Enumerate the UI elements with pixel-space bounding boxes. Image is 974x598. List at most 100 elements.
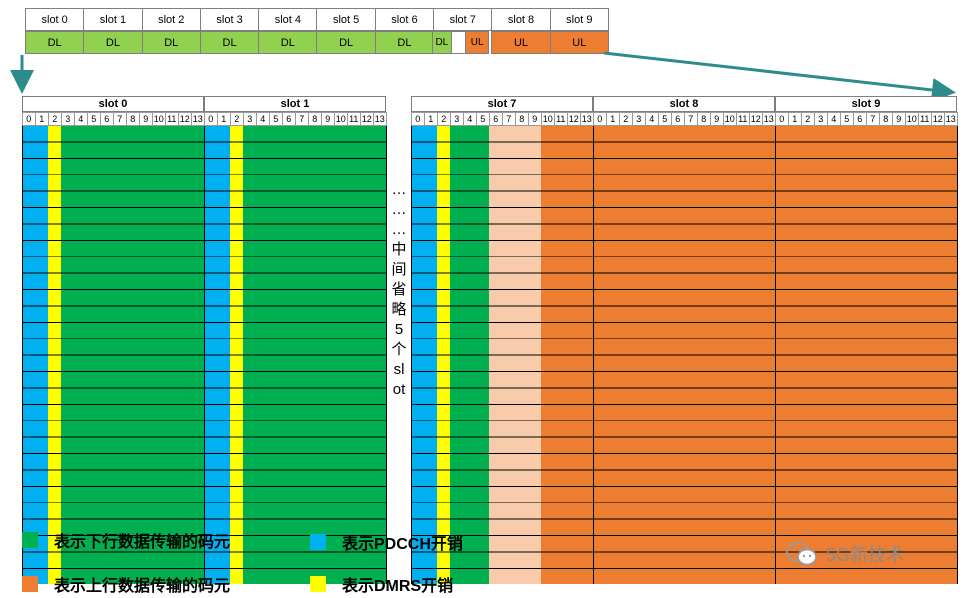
symbol-index: 9 <box>139 112 153 126</box>
symbol-index: 6 <box>282 112 296 126</box>
wechat-icon <box>786 542 817 566</box>
omitted-note-char: … <box>391 201 407 218</box>
symbol-column-dl <box>295 126 309 584</box>
symbol-column-gp <box>528 126 542 584</box>
slot-label-cell: slot 1 <box>83 8 143 31</box>
symbol-index: 5 <box>658 112 672 126</box>
slot-label-cell: slot 4 <box>258 8 318 31</box>
symbol-column-dl <box>476 126 490 584</box>
symbol-column-ul <box>918 126 932 584</box>
legend-dmrs: 表示DMRS开销 <box>310 572 453 596</box>
symbol-index: 8 <box>879 112 893 126</box>
symbol-index: 2 <box>437 112 451 126</box>
symbol-index: 7 <box>684 112 698 126</box>
symbol-column-ul <box>684 126 698 584</box>
symbol-column-pdcch <box>424 126 438 584</box>
symbol-column-ul <box>853 126 867 584</box>
symbol-index: 0 <box>775 112 789 126</box>
symbol-index: 10 <box>905 112 919 126</box>
symbol-column-dl <box>256 126 270 584</box>
slot-type-cell: DL <box>25 31 85 54</box>
symbol-column-dmrs <box>230 126 244 584</box>
slot-label-cell: slot 5 <box>316 8 376 31</box>
symbol-column-dl <box>463 126 477 584</box>
symbol-column-dl <box>61 126 75 584</box>
symbol-column-ul <box>762 126 776 584</box>
symbol-column-ul <box>788 126 802 584</box>
symbol-index: 8 <box>308 112 322 126</box>
symbol-column-pdcch <box>217 126 231 584</box>
omitted-note-char: 5 <box>394 321 404 338</box>
symbol-index: 1 <box>35 112 49 126</box>
symbol-column-dl <box>152 126 166 584</box>
grid-slot-header: slot 7 <box>411 96 593 112</box>
symbol-index: 13 <box>762 112 776 126</box>
grid-slot: slot 9 0 1 2 3 4 5 6 7 8 9 10 11 12 13 <box>775 96 958 584</box>
symbol-column-dmrs <box>437 126 451 584</box>
slot-label-cell: slot 9 <box>549 8 609 31</box>
symbol-column-dl <box>100 126 114 584</box>
symbol-column-ul <box>840 126 854 584</box>
grid-slot: slot 1 0 1 2 3 4 5 6 7 8 9 10 11 12 13 <box>204 96 387 584</box>
symbol-index: 9 <box>321 112 335 126</box>
symbol-index: 3 <box>632 112 646 126</box>
grid-slot: slot 0 0 1 2 3 4 5 6 7 8 9 10 11 12 13 <box>22 96 205 584</box>
symbol-index: 8 <box>126 112 140 126</box>
slot-label-cell: slot 2 <box>141 8 201 31</box>
symbol-index: 8 <box>515 112 529 126</box>
symbol-column-ul <box>827 126 841 584</box>
arrow-right <box>603 51 956 102</box>
symbol-column-dmrs_pdcch <box>22 126 36 584</box>
symbol-column-ul <box>775 126 789 584</box>
symbol-column-dl <box>360 126 374 584</box>
legend-dl: 表示下行数据传输的码元 <box>22 528 230 552</box>
slot-part-cell: UL <box>465 31 490 54</box>
symbol-column-ul <box>619 126 633 584</box>
symbol-index: 7 <box>295 112 309 126</box>
symbol-column-dl <box>347 126 361 584</box>
symbol-column-dl <box>308 126 322 584</box>
symbol-index: 7 <box>113 112 127 126</box>
symbol-index: 4 <box>74 112 88 126</box>
omitted-note-char: ot <box>392 381 406 398</box>
symbol-column-ul <box>567 126 581 584</box>
symbol-index: 10 <box>723 112 737 126</box>
symbol-index: 0 <box>204 112 218 126</box>
symbol-index: 8 <box>697 112 711 126</box>
symbol-column-ul <box>710 126 724 584</box>
slot-label-cell: slot 3 <box>199 8 260 31</box>
omitted-note-char: 省 <box>391 281 407 298</box>
symbol-column-ul <box>866 126 880 584</box>
legend-pdcch-label: 表示PDCCH开销 <box>342 536 463 553</box>
symbol-index: 10 <box>152 112 166 126</box>
slot-type-cell: DL <box>199 31 260 54</box>
symbol-index: 13 <box>580 112 594 126</box>
symbol-column-dl <box>191 126 205 584</box>
symbol-column-dmrs <box>48 126 62 584</box>
symbol-index: 2 <box>48 112 62 126</box>
symbol-column-gp <box>515 126 529 584</box>
symbol-column-dl <box>74 126 88 584</box>
symbol-column-dl <box>321 126 335 584</box>
symbol-column-ul <box>814 126 828 584</box>
symbol-column-ul <box>606 126 620 584</box>
symbol-index: 7 <box>502 112 516 126</box>
grid-slot: slot 8 0 1 2 3 4 5 6 7 8 9 10 11 12 13 <box>593 96 776 584</box>
omitted-note-char: sl <box>393 361 405 378</box>
symbol-index: 7 <box>866 112 880 126</box>
symbol-column-dl <box>87 126 101 584</box>
symbol-index: 0 <box>411 112 425 126</box>
symbol-index: 4 <box>463 112 477 126</box>
slot-type-cell: DL <box>316 31 376 54</box>
symbol-column-ul <box>658 126 672 584</box>
symbol-column-ul <box>801 126 815 584</box>
legend-dl-label: 表示下行数据传输的码元 <box>54 534 231 551</box>
symbol-index: 1 <box>217 112 231 126</box>
grid-slot: slot 7 0 1 2 3 4 5 6 7 8 9 10 11 12 13 <box>411 96 594 584</box>
symbol-index: 12 <box>567 112 581 126</box>
slot-part-cell: DL <box>432 31 452 54</box>
symbol-column-dl <box>165 126 179 584</box>
symbol-column-gp <box>502 126 516 584</box>
symbol-column-dl <box>282 126 296 584</box>
symbol-index: 5 <box>87 112 101 126</box>
